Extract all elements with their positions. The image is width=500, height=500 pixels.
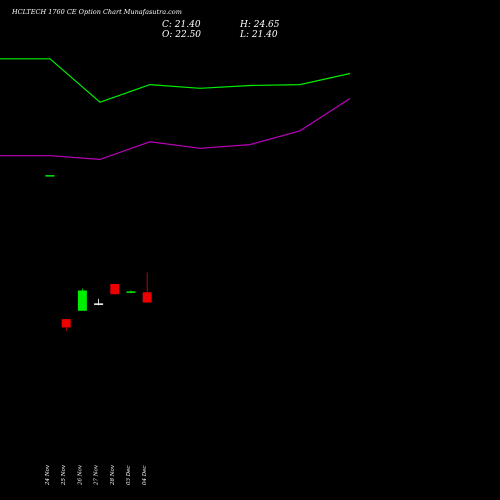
x-tick-label: 28 Nov xyxy=(110,464,116,486)
indicator-line-1 xyxy=(0,58,351,103)
x-tick-label: 24 Nov xyxy=(45,464,51,486)
candle xyxy=(126,290,136,294)
high-value: H: 24.65 xyxy=(240,20,280,30)
candle-body xyxy=(94,303,104,305)
candle xyxy=(142,272,152,303)
candle xyxy=(61,319,71,332)
x-axis-ticks: 24 Nov 25 Nov 26 Nov 27 Nov 28 Nov 03 Dec 04 D… xyxy=(45,464,148,486)
candle-body xyxy=(45,175,55,177)
close-value: C: 21.40 xyxy=(162,20,201,30)
candle xyxy=(94,298,104,306)
candle-body xyxy=(61,319,71,328)
x-tick-label: 03 Dec xyxy=(126,466,132,486)
candle xyxy=(77,288,87,311)
indicator-lines xyxy=(0,58,351,161)
x-tick-label: 04 Dec xyxy=(142,466,148,486)
candle-body xyxy=(142,292,152,303)
candle-body xyxy=(77,290,87,311)
x-tick-label: 27 Nov xyxy=(94,464,100,486)
candles xyxy=(45,175,152,332)
indicator-line-2 xyxy=(0,97,351,161)
low-value: L: 21.40 xyxy=(240,30,278,40)
x-tick-label: 26 Nov xyxy=(77,464,83,486)
candle xyxy=(45,175,55,177)
open-value: O: 22.50 xyxy=(162,30,202,40)
x-tick-label: 25 Nov xyxy=(61,464,67,486)
candle-body xyxy=(126,291,136,293)
chart-title: HCLTECH 1760 CE Option Chart Munafasutra… xyxy=(12,8,182,16)
candle xyxy=(110,284,120,295)
candle-body xyxy=(110,284,120,295)
